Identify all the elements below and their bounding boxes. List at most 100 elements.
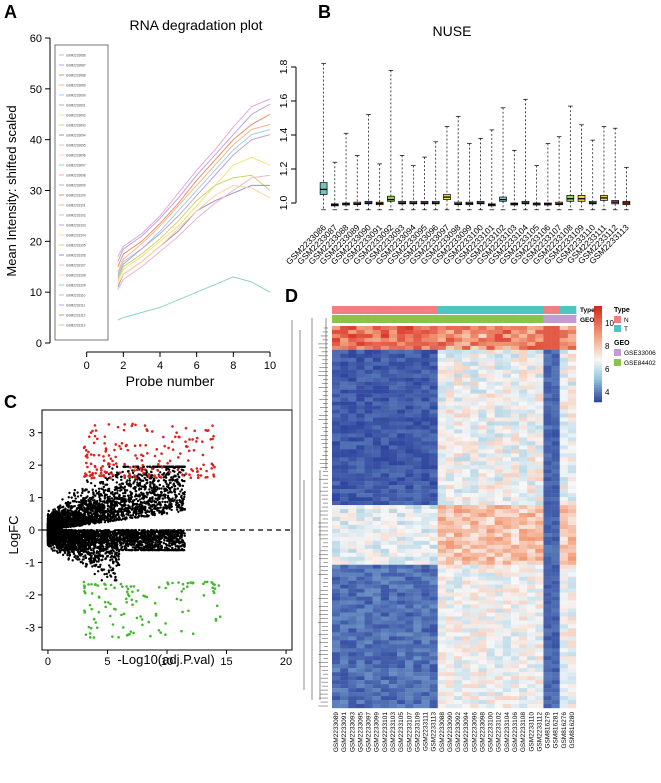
point-nonsignificant bbox=[91, 488, 94, 491]
point-nonsignificant bbox=[142, 485, 145, 488]
legend-entry: GSM2233087 bbox=[66, 64, 86, 68]
point-nonsignificant bbox=[161, 497, 165, 500]
point-nonsignificant bbox=[116, 476, 119, 479]
point-nonsignificant bbox=[130, 495, 133, 498]
legend-entry: GSM2233098 bbox=[66, 174, 86, 178]
point-nonsignificant bbox=[116, 473, 119, 476]
point-nonsignificant bbox=[172, 475, 175, 479]
point-nonsignificant bbox=[144, 495, 148, 498]
point-nonsignificant bbox=[167, 538, 171, 541]
point-nonsignificant bbox=[159, 471, 162, 474]
point-nonsignificant bbox=[112, 507, 116, 510]
legend-entry: GSM2233102 bbox=[66, 214, 86, 218]
point-nonsignificant bbox=[106, 547, 109, 550]
legend-entry: GSM2233106 bbox=[66, 254, 86, 258]
point-nonsignificant bbox=[118, 534, 122, 538]
point-nonsignificant bbox=[101, 482, 105, 485]
point-nonsignificant bbox=[139, 548, 143, 552]
point-nonsignificant bbox=[129, 485, 132, 488]
degradation-line bbox=[117, 98, 271, 257]
point-nonsignificant bbox=[58, 540, 62, 543]
point-nonsignificant bbox=[73, 488, 77, 492]
point-nonsignificant bbox=[84, 554, 87, 557]
point-nonsignificant bbox=[145, 491, 149, 494]
point-nonsignificant bbox=[105, 483, 109, 486]
point-nonsignificant bbox=[123, 545, 126, 548]
point-nonsignificant bbox=[159, 545, 162, 548]
point-nonsignificant bbox=[145, 478, 149, 482]
y-tick-label: 50 bbox=[30, 84, 42, 96]
point-nonsignificant bbox=[151, 497, 154, 501]
point-nonsignificant bbox=[131, 514, 135, 517]
legend-entry: GSM2233103 bbox=[66, 224, 86, 228]
point-nonsignificant bbox=[135, 497, 138, 501]
point-nonsignificant bbox=[158, 465, 161, 468]
degradation-line bbox=[117, 184, 270, 288]
legend-entry: GSM2233090 bbox=[66, 94, 86, 98]
point-nonsignificant bbox=[164, 529, 167, 533]
point-nonsignificant bbox=[174, 503, 178, 507]
point-nonsignificant bbox=[133, 543, 136, 546]
point-nonsignificant bbox=[110, 497, 114, 500]
point-nonsignificant bbox=[183, 479, 186, 483]
point-nonsignificant bbox=[176, 473, 180, 476]
point-nonsignificant bbox=[89, 556, 93, 559]
point-nonsignificant bbox=[81, 491, 84, 495]
point-nonsignificant bbox=[162, 541, 166, 545]
point-nonsignificant bbox=[170, 533, 173, 536]
point-nonsignificant bbox=[62, 548, 65, 551]
point-nonsignificant bbox=[148, 488, 151, 491]
point-nonsignificant bbox=[84, 488, 88, 491]
point-nonsignificant bbox=[73, 555, 76, 559]
panel-a-x-label: Probe number bbox=[126, 373, 215, 389]
point-nonsignificant bbox=[105, 572, 108, 576]
point-nonsignificant bbox=[123, 504, 126, 508]
point-nonsignificant bbox=[111, 490, 114, 494]
point-nonsignificant bbox=[153, 465, 157, 468]
point-nonsignificant bbox=[97, 558, 101, 561]
legend-entry: GSM2233096 bbox=[66, 154, 86, 158]
point-nonsignificant bbox=[143, 476, 146, 480]
point-nonsignificant bbox=[100, 559, 103, 562]
point-nonsignificant bbox=[167, 505, 170, 508]
point-nonsignificant bbox=[150, 500, 153, 503]
legend-entry: GSM2233111 bbox=[66, 304, 85, 308]
panel-a-title: RNA degradation plot bbox=[129, 17, 262, 33]
point-nonsignificant bbox=[97, 565, 100, 569]
panel-b-sample-labels: GSM2233086GSM2233087GSM2233088GSM2233089… bbox=[284, 222, 631, 266]
point-nonsignificant bbox=[175, 508, 179, 511]
point-nonsignificant bbox=[82, 555, 85, 558]
point-nonsignificant bbox=[97, 555, 101, 558]
point-nonsignificant bbox=[117, 550, 121, 553]
point-nonsignificant bbox=[107, 571, 111, 574]
point-nonsignificant bbox=[101, 540, 105, 543]
point-nonsignificant bbox=[117, 497, 121, 501]
degradation-line bbox=[117, 113, 271, 267]
point-nonsignificant bbox=[74, 497, 77, 500]
panel-b: B NUSE 1.01.21.41.61.8 GSM2233086GSM2233… bbox=[278, 2, 631, 267]
point-nonsignificant bbox=[117, 563, 121, 567]
y-tick-label: 1.0 bbox=[278, 196, 290, 211]
point-nonsignificant bbox=[89, 511, 92, 515]
x-tick-label: 5 bbox=[104, 656, 110, 668]
y-tick-label: 0 bbox=[36, 338, 42, 350]
point-nonsignificant bbox=[106, 538, 109, 541]
point-nonsignificant bbox=[131, 475, 134, 479]
point-nonsignificant bbox=[164, 496, 167, 499]
point-nonsignificant bbox=[109, 566, 112, 569]
point-nonsignificant bbox=[83, 501, 86, 505]
point-nonsignificant bbox=[160, 548, 164, 552]
point-nonsignificant bbox=[111, 493, 115, 496]
degradation-line bbox=[117, 174, 271, 280]
y-tick-label: 2 bbox=[29, 460, 35, 472]
degradation-line bbox=[117, 123, 271, 273]
point-nonsignificant bbox=[127, 513, 130, 517]
point-nonsignificant bbox=[135, 507, 138, 510]
point-nonsignificant bbox=[58, 551, 62, 554]
point-nonsignificant bbox=[163, 546, 167, 549]
panel-c-y-label: LogFC bbox=[6, 515, 21, 554]
point-nonsignificant bbox=[136, 515, 140, 519]
degradation-line bbox=[117, 184, 271, 285]
point-nonsignificant bbox=[140, 514, 143, 517]
